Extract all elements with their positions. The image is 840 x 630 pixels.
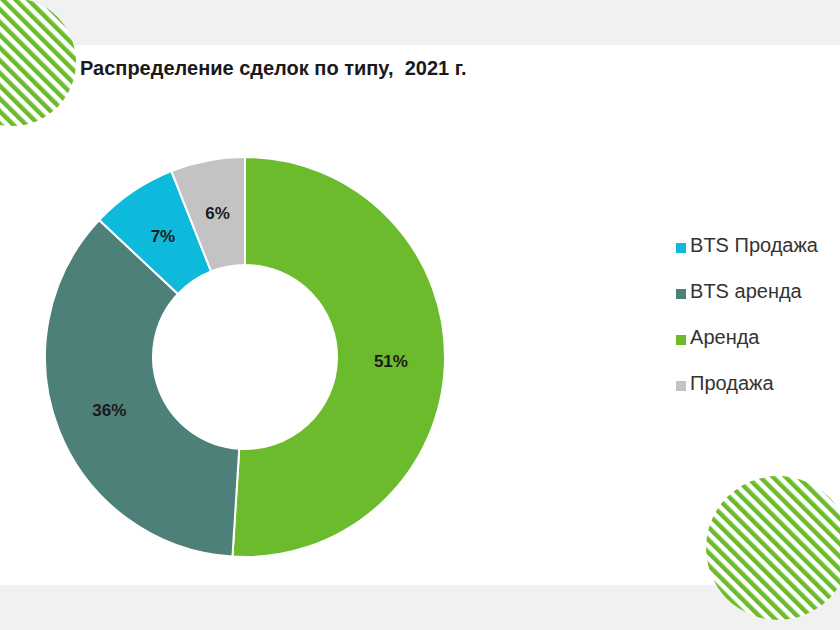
svg-text:6%: 6%: [205, 204, 230, 223]
html-text:Продажа: Продажа: [690, 372, 774, 394]
svg-text:7%: 7%: [151, 227, 176, 246]
svg-text:36%: 36%: [92, 401, 126, 420]
html-text:Распределение сделок по типу,: Распределение сделок по типу, 2021 г.: [80, 57, 467, 79]
html-text:BTS аренда: BTS аренда: [690, 280, 802, 302]
html-text:BTS Продажа: BTS Продажа: [690, 234, 818, 256]
svg-text:51%: 51%: [374, 352, 408, 371]
html-text:Аренда: Аренда: [690, 326, 760, 348]
